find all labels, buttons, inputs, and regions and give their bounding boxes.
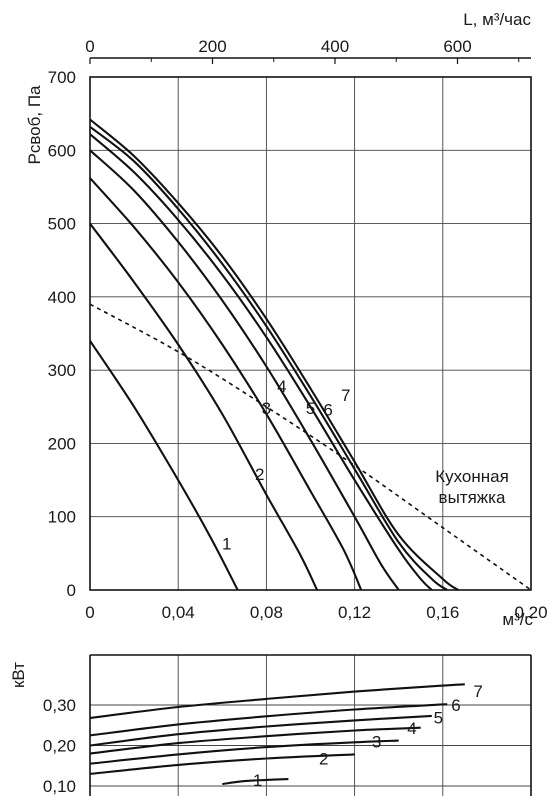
kitchen-hood-label: вытяжка [439, 488, 506, 507]
power-curve-label-2: 2 [319, 749, 328, 768]
kitchen-hood-label: Кухонная [435, 467, 509, 486]
curve-label-6: 6 [323, 401, 332, 420]
curve-label-3: 3 [262, 399, 271, 418]
x-tick-label: 0,04 [162, 603, 195, 622]
power-curve-4 [89, 726, 421, 755]
power-curve-label-1: 1 [253, 771, 262, 790]
kitchen-hood-curve [89, 303, 532, 591]
fan-curve-6 [89, 125, 448, 591]
top-x-tick-label: 0 [85, 37, 94, 56]
y-tick-label: 0 [67, 581, 76, 600]
plot-frame [89, 76, 532, 591]
x-tick-label: 0,08 [250, 603, 283, 622]
x-tick-label: 0 [85, 603, 94, 622]
power-curve-label-3: 3 [372, 732, 381, 751]
power-curve-label-7: 7 [473, 682, 482, 701]
power-curve-2 [89, 753, 355, 775]
power-curve-label-4: 4 [407, 719, 416, 738]
y-tick-label: 700 [48, 68, 76, 87]
y-tick-label: 0,30 [43, 696, 76, 715]
curve-label-5: 5 [306, 399, 315, 418]
fan-curve-1 [89, 340, 239, 591]
fan-curve-7 [89, 118, 459, 591]
curve-label-1: 1 [222, 535, 231, 554]
top-x-tick-label: 600 [443, 37, 471, 56]
top-axis-title: L, м³/час [463, 10, 531, 29]
power-curve-6 [89, 703, 448, 737]
power-curve-1 [222, 778, 289, 786]
fan-curve-4 [89, 149, 400, 591]
y-axis-title: кВт [9, 662, 28, 688]
x-tick-label: 0,16 [426, 603, 459, 622]
top-x-tick-label: 400 [321, 37, 349, 56]
y-tick-label: 300 [48, 361, 76, 380]
x-axis-title: м³/с [502, 610, 533, 629]
y-tick-label: 0,10 [43, 777, 76, 796]
power-curve-7 [89, 683, 465, 720]
power-curve-label-5: 5 [434, 709, 443, 728]
x-tick-label: 0,12 [338, 603, 371, 622]
top-x-tick-label: 200 [198, 37, 226, 56]
curve-label-4: 4 [277, 377, 286, 396]
curve-label-2: 2 [255, 465, 264, 484]
y-tick-label: 500 [48, 215, 76, 234]
y-tick-label: 100 [48, 508, 76, 527]
fan-curve-5 [89, 133, 433, 591]
y-tick-label: 400 [48, 288, 76, 307]
pressure-flow-chart: 0 0,04 0,08 0,12 0,16 0,20 0 100 200 300 400 500 600… [25, 10, 548, 629]
y-tick-label: 600 [48, 141, 76, 160]
power-curve-5 [89, 714, 432, 747]
power-curve-label-6: 6 [451, 696, 460, 715]
y-axis-title: Pсвоб, Па [25, 85, 44, 165]
y-tick-label: 0,20 [43, 737, 76, 756]
fan-curve-2 [89, 222, 319, 591]
fan-curve-3 [89, 177, 363, 591]
x-tick-label: 0,20 [514, 603, 547, 622]
curve-label-7: 7 [341, 386, 350, 405]
power-curve-3 [89, 739, 399, 765]
y-tick-label: 200 [48, 434, 76, 453]
